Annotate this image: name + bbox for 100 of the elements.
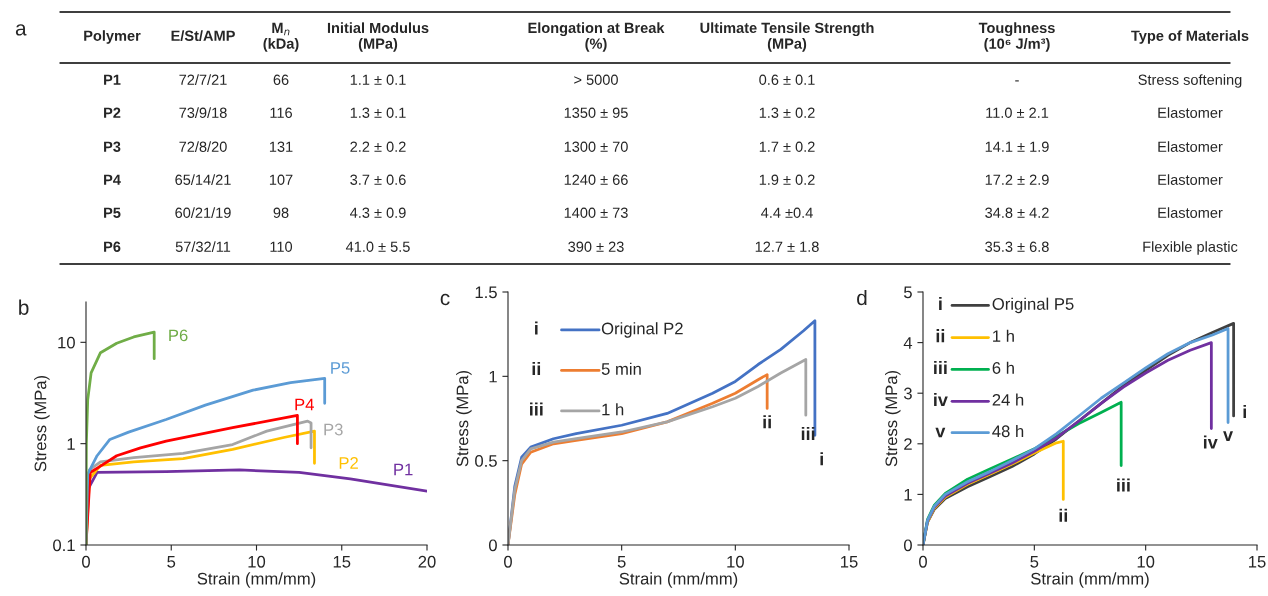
text: Elastomer (1158, 107, 1223, 118)
text: 12.7 ± 1.8 (755, 241, 819, 252)
x-tick-label: 5 (617, 556, 626, 568)
legend-label: 5 min (601, 362, 641, 375)
text: 65/14/21 (175, 174, 231, 185)
text: 17.2 ± 2.9 (985, 174, 1049, 185)
y-axis-title: Stress (MPa) (34, 375, 50, 472)
category-label: M$_{n}$ (kDa) (263, 22, 299, 52)
x-tick-label: 15 (1249, 556, 1266, 568)
text: P3 (104, 141, 121, 152)
text: 73/9/18 (179, 107, 227, 118)
text: 116 (270, 107, 292, 118)
text: 1350 ± 95 (564, 107, 628, 118)
text: 1300 ± 70 (564, 141, 628, 152)
legend-label: 48 h (992, 424, 1024, 438)
x-tick-label: 5 (167, 556, 176, 568)
y-tick-label: 10 (58, 336, 75, 349)
text: 1240 ± 66 (564, 174, 628, 185)
y-axis-title: Stress (MPa) (456, 370, 472, 467)
text: Elastomer (1158, 174, 1223, 185)
y-tick-label: 4 (903, 337, 913, 349)
x-tick-label: 10 (248, 555, 266, 568)
chart-title: b (19, 299, 29, 315)
text: 1.3 ± 0.1 (350, 107, 406, 118)
legend-label: Original P2 (601, 322, 683, 338)
legend-label: 24 h (992, 393, 1024, 406)
text: 4.4 ±0.4 (761, 207, 813, 218)
series-label: P6 (169, 329, 188, 342)
y-tick-label: 3 (903, 387, 912, 400)
category-label: Type of Materials (1131, 30, 1249, 44)
x-tick-label: 20 (418, 555, 436, 568)
text: 60/21/19 (175, 207, 231, 218)
y-tick-label: 2 (904, 438, 912, 450)
legend-label: 6 h (992, 361, 1014, 374)
text: 2.2 ± 0.2 (350, 141, 406, 152)
chart-title: d (857, 289, 867, 306)
series-label: P3 (324, 423, 343, 436)
text: 0.6 ± 0.1 (759, 74, 815, 85)
text: Elastomer (1158, 141, 1223, 152)
text: 4.3 ± 0.9 (350, 207, 406, 218)
text: P6 (104, 241, 121, 252)
y-tick-label: 1.5 (475, 286, 497, 299)
x-axis-title: Strain (mm/mm) (1031, 572, 1149, 588)
y-tick-label: 1 (904, 488, 912, 501)
x-tick-label: 15 (333, 556, 351, 568)
y-tick-label: 0.1 (53, 539, 75, 552)
annotation: ii (936, 329, 945, 343)
x-tick-label: 10 (727, 555, 744, 568)
annotation: ii (763, 415, 771, 429)
text: 72/8/20 (179, 141, 227, 152)
annotation: i (939, 296, 942, 311)
annotation: iii (530, 402, 543, 416)
text: 98 (273, 207, 289, 218)
text: > 5000 (574, 74, 618, 85)
annotation: iii (801, 426, 815, 441)
text: 1.3 ± 0.2 (759, 107, 815, 118)
annotation: i (535, 321, 538, 335)
text: 390 ± 23 (568, 241, 624, 252)
y-tick-label: 0 (903, 539, 912, 552)
text: 1.7 ± 0.2 (759, 141, 815, 152)
legend-label: 1 h (993, 329, 1014, 342)
annotation: ii (532, 362, 541, 376)
text: 1.1 ± 0.1 (350, 74, 406, 85)
series-label: P2 (339, 457, 358, 469)
x-tick-label: 15 (841, 556, 858, 568)
text: 1400 ± 73 (564, 207, 628, 218)
text: 3.7 ± 0.6 (350, 174, 406, 185)
annotation: v (1223, 431, 1233, 441)
category-label: Polymer (84, 30, 141, 44)
annotation: ii (1059, 508, 1068, 522)
text: - (1015, 80, 1019, 82)
y-tick-label: 0.5 (475, 455, 497, 467)
series-label: P1 (394, 463, 413, 476)
text: 107 (269, 174, 293, 185)
x-tick-label: 10 (1137, 555, 1155, 568)
x-axis-title: Strain (mm/mm) (619, 572, 738, 588)
text: 34.8 ± 4.2 (985, 207, 1049, 218)
legend-label: 1 h (602, 403, 624, 416)
text: 110 (270, 241, 293, 252)
x-tick-label: 5 (1030, 556, 1039, 568)
text: 11.0 ± 2.1 (986, 107, 1049, 118)
x-tick-label: 0 (504, 555, 512, 568)
text: 41.0 ± 5.5 (345, 241, 410, 252)
x-tick-label: 0 (82, 555, 90, 568)
category-label: Toughness (10⁶ J/m³) (978, 22, 1055, 52)
text: P4 (104, 174, 121, 185)
category-label: Ultimate Tensile Strength (MPa) (700, 22, 874, 52)
annotation: iv (934, 392, 948, 406)
text: Flexible plastic (1143, 241, 1238, 255)
text: Elastomer (1158, 207, 1223, 218)
y-tick-label: 5 (903, 286, 912, 299)
text: P2 (104, 107, 121, 118)
text: Stress softening (1138, 74, 1242, 88)
annotation: i (820, 452, 823, 466)
y-tick-label: 1 (489, 370, 497, 383)
y-axis-title: Stress (MPa) (885, 370, 901, 467)
legend-label: Original P5 (992, 297, 1074, 314)
text: 72/7/21 (179, 74, 227, 85)
text: 131 (269, 141, 293, 152)
chart-title: c (440, 293, 450, 306)
